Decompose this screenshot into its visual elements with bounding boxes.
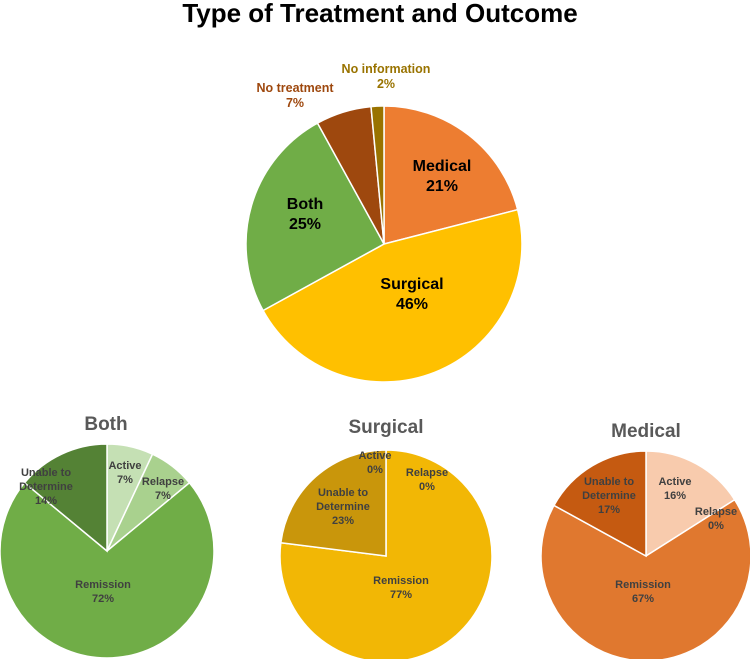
main-pie-slice-no-information xyxy=(370,105,385,245)
pie-group: Medical 21% Surgical 46% Both 25% No treatment… xyxy=(0,62,750,659)
main-data-label-both: Both 25% xyxy=(287,196,323,233)
medical-chart-title: Medical xyxy=(611,421,681,442)
medical-pie-slice-active xyxy=(645,450,736,558)
main-pie-slice-both xyxy=(245,122,386,312)
surgical-data-label-active: Active 0% xyxy=(358,450,391,476)
both-data-label-active: Active 7% xyxy=(108,460,141,486)
main-pie-slice-surgical xyxy=(262,208,523,383)
both-chart-title: Both xyxy=(84,414,127,435)
surgical-data-label-relapse: Relapse 0% xyxy=(406,467,448,493)
main-chart-title: Type of Treatment and Outcome xyxy=(182,0,577,28)
both-pie-slice-remission xyxy=(0,481,215,659)
medical-data-label-remission: Remission 67% xyxy=(615,579,671,605)
surgical-pie-slice-unable-to-determine xyxy=(280,449,387,557)
both-data-label-remission: Remission 72% xyxy=(75,579,131,605)
main-pie-slice-medical xyxy=(383,105,519,245)
both-pie-slice-unable-to-determine xyxy=(23,443,108,553)
both-data-label-unable-to-determine: Unable to Determine 14% xyxy=(19,467,73,507)
surgical-chart-title: Surgical xyxy=(349,417,424,438)
medical-data-label-active: Active 16% xyxy=(658,476,691,502)
main-data-label-surgical: Surgical 46% xyxy=(380,276,443,313)
both-data-label-relapse: Relapse 7% xyxy=(142,476,184,502)
medical-data-label-relapse: Relapse 0% xyxy=(695,506,737,532)
surgical-data-label-remission: Remission 77% xyxy=(373,575,429,601)
medical-pie-slice-remission xyxy=(540,498,750,659)
main-data-label-no-information: No information 2% xyxy=(342,62,431,91)
surgical-pie-slice-remission xyxy=(279,449,493,659)
medical-pie-slice-unable-to-determine xyxy=(552,450,647,558)
surgical-data-label-unable-to-determine: Unable to Determine 23% xyxy=(316,487,370,527)
medical-data-label-unable-to-determine: Unable to Determine 17% xyxy=(582,476,636,516)
main-data-label-medical: Medical 21% xyxy=(413,158,472,195)
main-data-label-no-treatment: No treatment 7% xyxy=(256,81,334,110)
